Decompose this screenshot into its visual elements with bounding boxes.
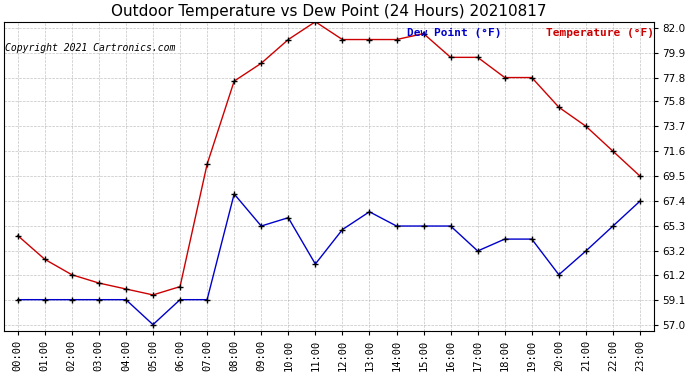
Text: Copyright 2021 Cartronics.com: Copyright 2021 Cartronics.com bbox=[5, 44, 175, 53]
Text: Temperature (°F): Temperature (°F) bbox=[546, 28, 654, 38]
Text: Dew Point (°F): Dew Point (°F) bbox=[407, 28, 502, 38]
Title: Outdoor Temperature vs Dew Point (24 Hours) 20210817: Outdoor Temperature vs Dew Point (24 Hou… bbox=[111, 4, 546, 19]
